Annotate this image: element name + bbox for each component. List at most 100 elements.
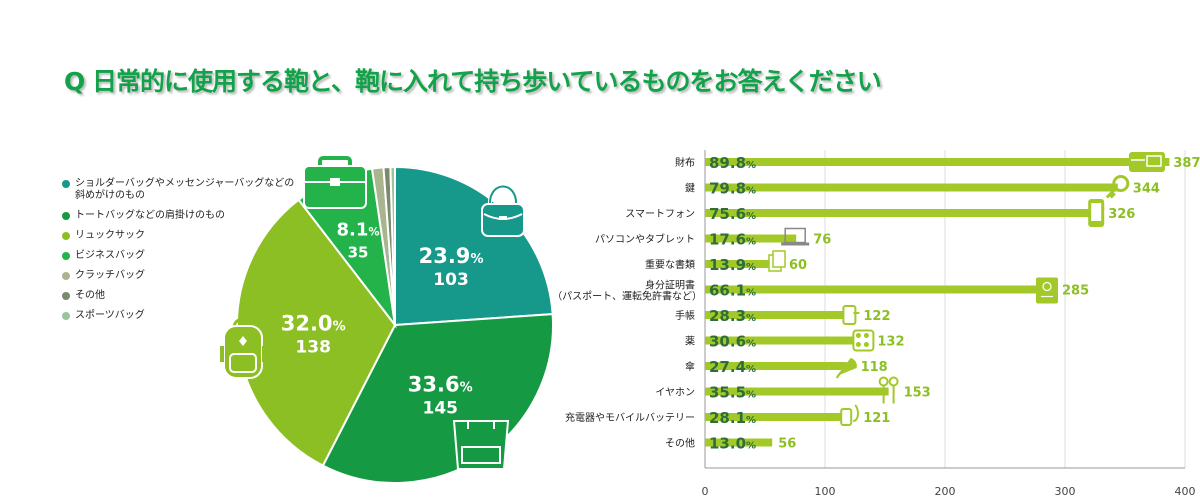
- bar: [705, 158, 1170, 166]
- key-icon: [1105, 175, 1130, 199]
- bar-value-label: 76: [813, 233, 831, 248]
- bar: [705, 285, 1047, 294]
- briefcase-icon: [303, 156, 367, 209]
- bar-percent-label: 35.5%: [709, 384, 756, 402]
- earphones-icon: [878, 376, 899, 404]
- bar-value-label: 344: [1133, 182, 1160, 197]
- legend-item: その他: [62, 290, 302, 302]
- bar-value-label: 326: [1108, 207, 1135, 222]
- bar-percent-label: 66.1%: [709, 282, 756, 300]
- category-label: 充電器やモバイルバッテリー: [565, 411, 695, 424]
- category-sublabel: （パスポート、運転免許書など）: [552, 290, 702, 303]
- legend-label: その他: [75, 290, 105, 301]
- bar-value-label: 387: [1173, 156, 1200, 171]
- notebook-icon: [842, 305, 860, 325]
- bar-row: スマートフォン 75.6% 326: [625, 199, 1135, 227]
- legend-item: トートバッグなどの肩掛けのもの: [62, 210, 302, 222]
- bar: [705, 311, 852, 319]
- bar-row: 手帳 28.3% 122: [675, 305, 891, 325]
- category-label: その他: [665, 437, 695, 450]
- legend-item: ビジネスバッグ: [62, 250, 302, 262]
- legend-swatch: [62, 180, 70, 188]
- category-label: イヤホン: [655, 387, 695, 399]
- umbrella-icon: [835, 358, 857, 379]
- bar-percent-label: 30.6%: [709, 333, 756, 351]
- bar-percent-label: 27.4%: [709, 358, 756, 376]
- bar: [705, 260, 777, 268]
- bar-value-label: 60: [789, 258, 807, 273]
- pie-legend: ショルダーバッグやメッセンジャーバッグなどの斜めがけのものトートバッグなどの肩掛…: [62, 178, 302, 330]
- bar-value-label: 122: [863, 309, 890, 324]
- legend-label: ビジネスバッグ: [75, 250, 145, 261]
- legend-swatch: [62, 292, 70, 300]
- slice-count-label: 103: [433, 270, 469, 290]
- category-label: 身分証明書: [645, 279, 695, 292]
- bar-percent-label: 89.8%: [709, 154, 756, 172]
- shoulder-bag-icon: [481, 184, 525, 237]
- category-label: 重要な書類: [645, 258, 695, 271]
- legend-item: ショルダーバッグやメッセンジャーバッグなどの斜めがけのもの: [62, 178, 302, 202]
- bar-value-label: 132: [877, 335, 904, 350]
- category-label: パソコンやタブレット: [595, 233, 695, 246]
- x-tick-label: 200: [935, 485, 956, 498]
- pie-slice: [389, 165, 396, 326]
- legend-item: リュックサック: [62, 230, 302, 242]
- bar: [705, 413, 851, 421]
- bar-value-label: 56: [778, 437, 796, 452]
- documents-icon: [768, 250, 786, 272]
- bar-row: 充電器やモバイルバッテリー 28.1% 121: [565, 404, 890, 427]
- bar-percent-label: 28.3%: [709, 307, 756, 325]
- legend-label: クラッチバッグ: [75, 270, 145, 281]
- bar-row: 傘 27.4% 118: [685, 358, 888, 379]
- bar-row: その他 13.0% 56: [665, 435, 796, 453]
- slice-percent-label: 32.0%: [281, 311, 346, 335]
- bar-value-label: 153: [904, 386, 931, 401]
- bar-percent-label: 13.9%: [709, 256, 756, 274]
- laptop-icon: [781, 227, 810, 246]
- bar-percent-label: 79.8%: [709, 180, 756, 198]
- bar-value-label: 121: [863, 411, 890, 426]
- battery-icon: [840, 404, 859, 426]
- smartphone-icon: [1088, 199, 1105, 227]
- slice-count-label: 138: [295, 337, 331, 357]
- bar-percent-label: 17.6%: [709, 231, 756, 249]
- tote-bag-icon: [452, 407, 510, 470]
- category-label: 薬: [685, 336, 695, 348]
- chart-title: Q 日常的に使用する鞄と、鞄に入れて持ち歩いているものをお答えください: [64, 67, 882, 96]
- category-label: 鍵: [685, 182, 695, 195]
- legend-label: トートバッグなどの肩掛けのもの: [75, 210, 225, 221]
- bar: [705, 438, 773, 447]
- bar-row: 財布 89.8% 387: [675, 152, 1200, 172]
- medicine-icon: [852, 329, 875, 352]
- legend-label: スポーツバッグ: [75, 310, 145, 321]
- legend-label: ショルダーバッグやメッセンジャーバッグなどの斜めがけのもの: [75, 178, 295, 201]
- bar-row: イヤホン 35.5% 153: [655, 376, 931, 404]
- slice-percent-label: 23.9%: [419, 244, 484, 268]
- legend-label: リュックサック: [75, 230, 145, 241]
- bar-row: パソコンやタブレット 17.6% 76: [595, 227, 831, 249]
- bar-row: 重要な書類 13.9% 60: [645, 250, 807, 274]
- legend-item: クラッチバッグ: [62, 270, 302, 282]
- bar: [705, 336, 864, 345]
- bar-percent-label: 13.0%: [709, 435, 756, 453]
- legend-swatch: [62, 232, 70, 240]
- passport-icon: [1036, 277, 1058, 304]
- wallet-icon: [1129, 152, 1165, 172]
- bar-row: 薬 30.6% 132: [685, 329, 905, 352]
- legend-swatch: [62, 272, 70, 280]
- bar-chart: 0 100 200 300 400 財布 89.8% 387 鍵 79.8% 344 スマートフォン 7…: [552, 150, 1200, 498]
- bar: [705, 209, 1097, 217]
- category-label: 財布: [675, 156, 695, 169]
- slice-count-label: 145: [422, 399, 458, 419]
- bar-value-label: 118: [861, 360, 888, 375]
- bar-row: 鍵 79.8% 344: [685, 175, 1160, 199]
- x-tick-label: 0: [702, 485, 709, 498]
- x-tick-label: 400: [1175, 485, 1196, 498]
- legend-swatch: [62, 252, 70, 260]
- x-tick-label: 100: [815, 485, 836, 498]
- backpack-icon: [220, 317, 266, 379]
- bar: [705, 234, 797, 243]
- x-tick-label: 300: [1055, 485, 1076, 498]
- legend-swatch: [62, 312, 70, 320]
